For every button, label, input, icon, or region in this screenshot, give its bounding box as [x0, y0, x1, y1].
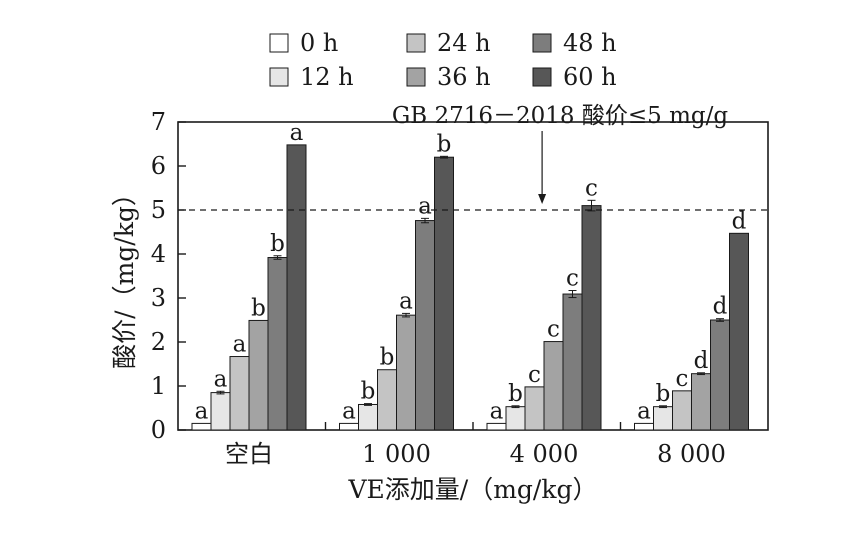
y-tick-label: 2	[151, 328, 166, 356]
significance-letter: b	[508, 381, 523, 407]
bar	[672, 390, 692, 431]
legend: 0 h 12 h 24 h 36 h 48 h 60 h	[269, 29, 617, 91]
y-tick-label: 0	[151, 416, 166, 444]
bar	[434, 156, 454, 431]
bar	[729, 232, 749, 431]
y-axis-title: 酸价/（mg/kg）	[110, 181, 139, 369]
y-tick-label: 6	[151, 152, 166, 180]
significance-letter: d	[732, 208, 747, 234]
bar	[524, 386, 545, 431]
legend-swatch	[406, 67, 426, 87]
legend-label: 0 h	[300, 29, 338, 57]
significance-letter: a	[214, 366, 228, 392]
bar	[377, 369, 397, 431]
legend-label: 48 h	[563, 29, 617, 57]
legend-label: 24 h	[437, 29, 491, 57]
bar	[581, 205, 602, 431]
y-tick-label: 7	[151, 108, 166, 136]
significance-letter: b	[251, 295, 266, 321]
significance-letter: c	[585, 175, 598, 201]
bar	[396, 314, 416, 431]
y-tick-label: 4	[151, 240, 166, 268]
x-axis-title: VE添加量/（mg/kg）	[347, 475, 597, 504]
legend-swatch	[269, 33, 289, 53]
bar	[415, 220, 435, 431]
significance-letter: a	[418, 193, 432, 219]
bar	[248, 319, 269, 431]
significance-letter: a	[637, 398, 651, 424]
significance-letter: d	[694, 348, 709, 374]
significance-letter: b	[437, 131, 452, 157]
legend-swatch	[406, 33, 426, 53]
legend-label: 60 h	[563, 63, 617, 91]
bar	[543, 341, 564, 431]
significance-letter: c	[566, 266, 579, 292]
bar	[229, 356, 250, 431]
legend-swatch	[269, 67, 289, 87]
bar	[710, 319, 730, 431]
x-tick-label: 4 000	[510, 440, 579, 468]
bar	[691, 373, 711, 431]
legend-label: 36 h	[437, 63, 491, 91]
y-tick-label: 5	[151, 196, 166, 224]
x-tick-label: 8 000	[657, 440, 726, 468]
significance-letter: a	[342, 398, 356, 424]
significance-letter: a	[399, 288, 413, 314]
legend-swatch	[532, 33, 552, 53]
significance-letter: a	[490, 398, 504, 424]
reference-annotation: GB 2716－2018 酸价≤5 mg/g	[392, 103, 728, 129]
significance-letter: b	[361, 379, 376, 405]
bar	[267, 257, 288, 431]
annotation-arrowhead	[538, 194, 547, 204]
bar	[358, 403, 378, 431]
significance-letter: c	[547, 317, 560, 343]
x-tick-label: 1 000	[362, 440, 431, 468]
bar	[562, 293, 583, 431]
significance-letter: a	[195, 398, 209, 424]
y-tick-label: 3	[151, 284, 166, 312]
x-tick-label: 空白	[225, 440, 273, 468]
legend-swatch	[532, 67, 552, 87]
significance-letter: a	[290, 120, 304, 146]
significance-letter: b	[656, 381, 671, 407]
y-tick-label: 1	[151, 372, 166, 400]
bar	[210, 392, 231, 431]
bar	[505, 406, 526, 431]
legend-label: 12 h	[300, 63, 354, 91]
bar	[653, 406, 673, 431]
bar	[286, 144, 307, 431]
significance-letter: a	[233, 332, 247, 358]
significance-letter: c	[676, 366, 689, 392]
significance-letter: c	[528, 362, 541, 388]
significance-letter: b	[270, 231, 285, 257]
significance-letter: d	[713, 294, 728, 320]
significance-letter: b	[380, 345, 395, 371]
